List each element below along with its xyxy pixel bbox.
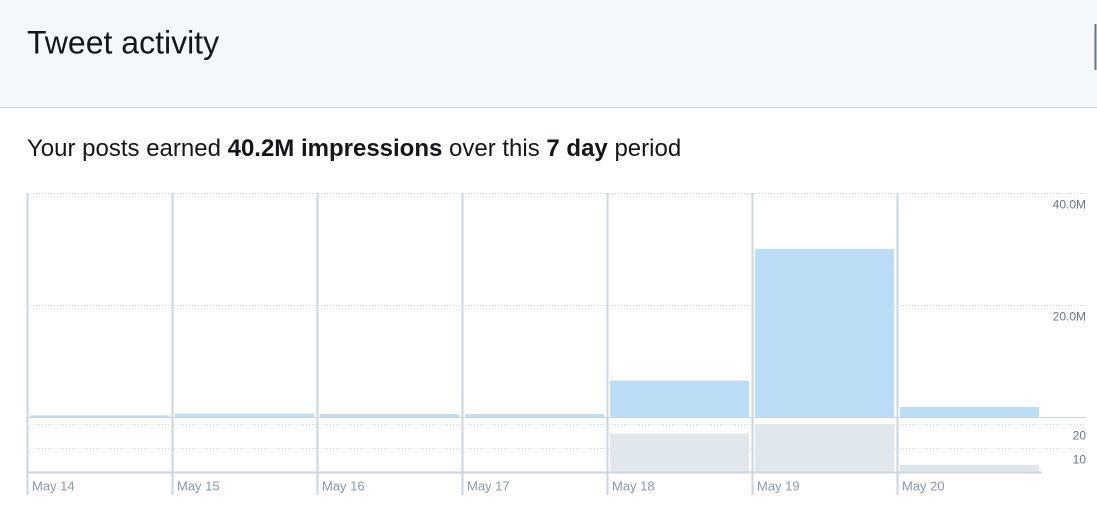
bar	[755, 424, 894, 472]
summary-impressions: 40.2M impressions	[228, 135, 443, 162]
y-tick-label: 10	[1073, 453, 1087, 467]
x-tick-label: May 20	[902, 478, 945, 493]
x-tick-label: May 15	[177, 478, 220, 493]
y-tick-label: 20.0M	[1053, 310, 1086, 324]
bar	[30, 415, 169, 417]
y-tick-label: 20	[1073, 429, 1087, 443]
bar	[610, 380, 749, 417]
summary-middle: over this	[449, 135, 540, 162]
x-tick-label: May 18	[612, 478, 655, 493]
bar	[755, 249, 894, 417]
bar	[175, 413, 314, 417]
bar	[900, 464, 1039, 472]
y-tick-label: 40.0M	[1053, 198, 1086, 212]
summary-period: 7 day	[546, 135, 608, 162]
bar	[900, 406, 1039, 417]
summary-prefix: Your posts earned	[27, 135, 221, 162]
bar	[610, 433, 749, 472]
x-tick-label: May 17	[467, 478, 510, 493]
page-title: Tweet activity	[27, 24, 219, 60]
chart: 20.0M 40.0M May 14 May 15 May 16 May 17 May 18…	[26, 193, 1087, 495]
bar	[320, 414, 459, 417]
bar	[465, 414, 604, 417]
x-tick-label: May 14	[32, 478, 75, 493]
summary: Your posts earned 40.2M impressions over…	[27, 135, 681, 162]
x-tick-label: May 16	[322, 478, 365, 493]
x-tick-label: May 19	[757, 478, 800, 493]
summary-suffix: period	[614, 135, 681, 162]
header-bg	[0, 0, 1097, 107]
